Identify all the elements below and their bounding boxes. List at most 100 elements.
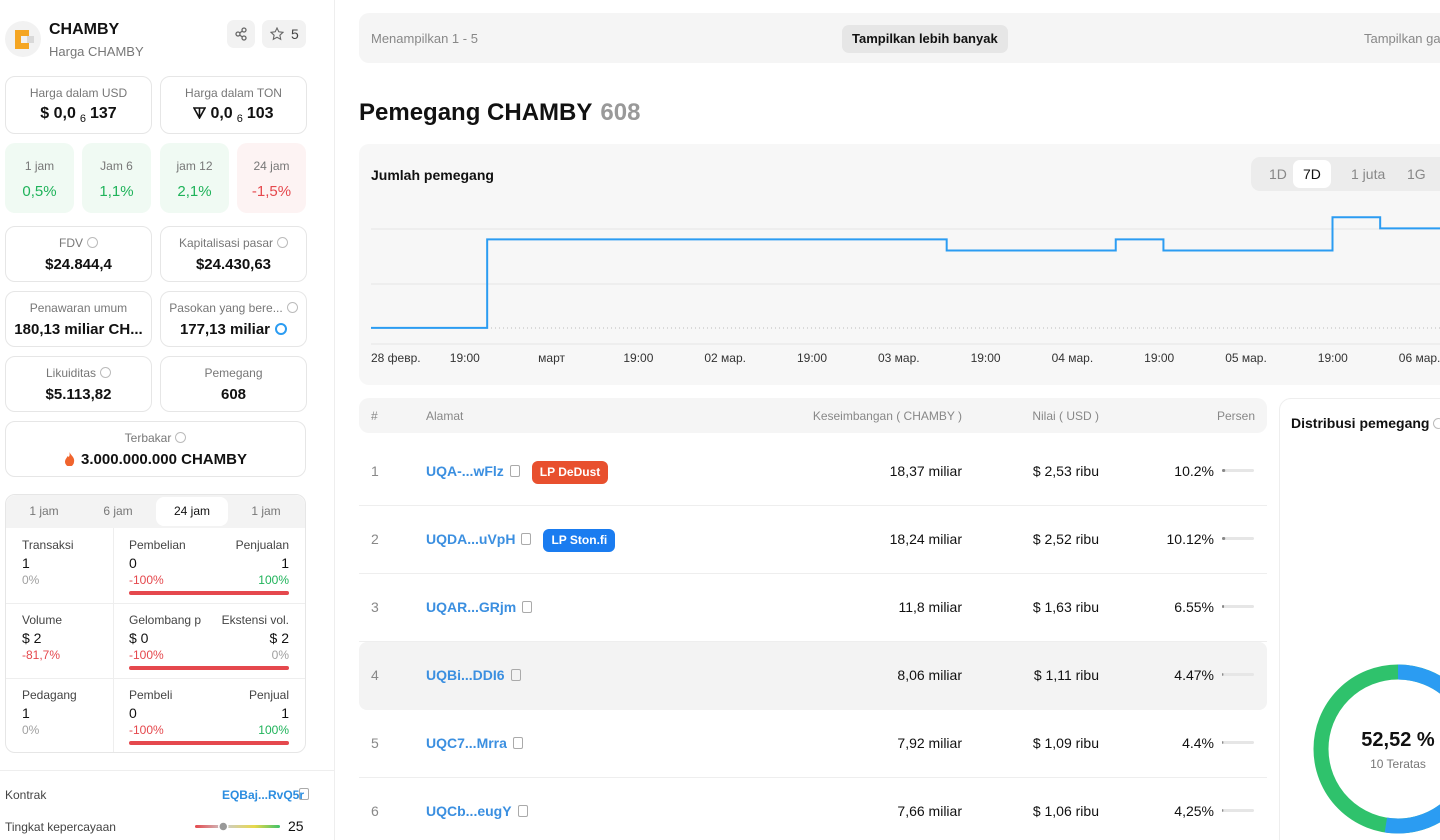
pager-status: Menampilkan 1 - 5: [371, 31, 478, 46]
price-digits: 137: [90, 105, 117, 122]
x-tick-label: 06 мар.: [1399, 351, 1440, 365]
info-icon: [1433, 418, 1440, 429]
address-link[interactable]: UQA-...wFlz: [426, 463, 504, 479]
token-logo: [5, 21, 41, 57]
stat-card: Kapitalisasi pasar $24.430,63: [160, 226, 307, 282]
table-row[interactable]: 1 UQA-...wFlz LP DeDust 18,37 miliar $ 2,53 …: [359, 438, 1267, 506]
activity-panel: 1 jam 6 jam 24 jam 1 jam Transaksi 1 0% Pembeli…: [5, 494, 306, 753]
address-link[interactable]: UQAR...GRjm: [426, 599, 517, 615]
address-link[interactable]: UQDA...uVpH: [426, 531, 516, 547]
row-value: $ 1,11 ribu: [1033, 667, 1099, 683]
copy-icon[interactable]: [517, 805, 528, 817]
percent-fill: [1222, 809, 1224, 812]
share-node: [235, 31, 241, 37]
percent-fill: [1222, 741, 1224, 744]
change-value: 0,5%: [22, 183, 57, 200]
info-icon: [286, 302, 298, 313]
percent-bar: [1222, 809, 1254, 812]
table-row[interactable]: 3 UQAR...GRjm 11,8 miliar $ 1,63 ribu 6.55%: [359, 574, 1267, 642]
share-button[interactable]: [227, 20, 255, 48]
show-all[interactable]: Tampilkan ga: [1364, 31, 1440, 46]
range-tab[interactable]: 1 juta: [1351, 166, 1386, 182]
period-tab[interactable]: 24 jam: [156, 497, 228, 526]
stat-label: Likuiditas: [6, 366, 151, 380]
burned-value-text: 3.000.000.000 CHAMBY: [81, 451, 247, 468]
stat-value-text: 180,13 miliar CH...: [14, 321, 143, 338]
percent-track: [1222, 673, 1254, 676]
column-header: Persen: [1216, 409, 1255, 423]
column-header: Alamat: [426, 409, 464, 423]
table-row[interactable]: 5 UQC7...Mrra 7,92 miliar $ 1,09 ribu 4.4%: [359, 710, 1267, 778]
activity-label: Gelombang p: [129, 613, 202, 627]
row-address-cell: UQCb...eugY: [426, 799, 528, 823]
info-icon: [100, 367, 112, 378]
activity-change: 100%: [258, 723, 289, 737]
range-tab[interactable]: 7D: [1293, 160, 1331, 188]
stat-label-text: Pasokan yang bere...: [169, 301, 283, 315]
activity-change: -100%: [129, 723, 164, 737]
copy-icon[interactable]: [512, 737, 523, 749]
price-card: Harga dalam USD $ 0,0 6 137: [5, 76, 152, 134]
change-label: jam 12: [176, 159, 213, 173]
activity-change: 0%: [271, 648, 289, 662]
copy-icon[interactable]: [509, 465, 520, 477]
period-tab[interactable]: 1 jam: [251, 504, 281, 518]
activity-value: 1: [281, 555, 289, 571]
activity-value: $ 2: [22, 630, 42, 646]
table-row[interactable]: 6 UQCb...eugY 7,66 miliar $ 1,06 ribu 4,25%: [359, 778, 1267, 840]
range-tab[interactable]: 1D: [1269, 166, 1287, 182]
activity-change: 0%: [22, 573, 40, 587]
address-link[interactable]: UQCb...eugY: [426, 803, 512, 819]
show-more-button[interactable]: Tampilkan lebih banyak: [842, 25, 1008, 53]
copy-icon[interactable]: [510, 669, 521, 681]
row-balance: 7,92 miliar: [897, 735, 962, 751]
stat-value-text: 608: [220, 386, 247, 403]
copy-icon[interactable]: [521, 533, 532, 545]
donut-caption: 10 Teratas: [1370, 757, 1426, 771]
row-rank: 3: [371, 599, 379, 615]
period-tab[interactable]: 6 jam: [103, 504, 133, 518]
row-rank: 2: [371, 531, 379, 547]
stat-label: Pasokan yang bere...: [161, 301, 306, 315]
fire-icon: [65, 452, 75, 467]
ratio-bar: [129, 591, 289, 595]
copy-icon[interactable]: [522, 601, 533, 613]
donut-center-value: 52,52 %: [1361, 729, 1435, 751]
contract-value[interactable]: EQBaj...RvQ5r: [221, 788, 304, 802]
stat-label: Penawaran umum: [6, 301, 151, 315]
address-link[interactable]: UQC7...Mrra: [426, 735, 507, 751]
address-link[interactable]: UQBi...DDI6: [426, 667, 505, 683]
percent-fill: [1222, 469, 1226, 472]
table-row[interactable]: 2 UQDA...uVpH LP Ston.fi 18,24 miliar $ 2,52…: [359, 506, 1267, 574]
supply-ring: [275, 323, 288, 335]
table-row[interactable]: 4 UQBi...DDI6 8,06 miliar $ 1,11 ribu 4.47%: [359, 642, 1267, 710]
share-node: [241, 35, 247, 41]
percent-bar: [1222, 741, 1254, 744]
main: Menampilkan 1 - 5 Tampilkan lebih banyak T…: [335, 0, 1440, 840]
period-tab[interactable]: 1 jam: [29, 504, 59, 518]
activity-label: Pembelian: [129, 538, 186, 552]
activity-change: 0%: [22, 723, 40, 737]
row-value: $ 1,06 ribu: [1032, 803, 1099, 819]
activity-change: 100%: [258, 573, 289, 587]
percent-bar: [1222, 673, 1254, 676]
x-tick-label: 03 мар.: [878, 351, 920, 365]
lp-badge: LP Ston.fi: [543, 529, 616, 552]
activity-label: Pembeli: [129, 688, 173, 702]
donut-chart: 52,52 % 10 Teratas: [1313, 664, 1440, 834]
chart-panel: Jumlah pemegang 1D 7D 1 juta 1G 28 февр. 19:00…: [359, 144, 1440, 385]
holders-line: [371, 216, 1440, 329]
activity-value: 1: [281, 705, 289, 721]
x-tick-label: 19:00: [1144, 351, 1174, 365]
row-rank: 4: [371, 667, 379, 683]
holders-title-text: Pemegang CHAMBY: [359, 99, 593, 126]
range-tab[interactable]: 1G: [1407, 166, 1426, 182]
burned-label: Terbakar: [6, 431, 305, 445]
percent-bar: [1222, 537, 1254, 540]
activity-label: Penjualan: [235, 538, 289, 552]
activity-change: -100%: [129, 573, 164, 587]
info-icon: [277, 237, 289, 248]
star-button[interactable]: 5: [262, 20, 306, 48]
row-address-cell: UQBi...DDI6: [426, 663, 521, 687]
stat-value: 180,13 miliar CH...: [6, 321, 151, 338]
